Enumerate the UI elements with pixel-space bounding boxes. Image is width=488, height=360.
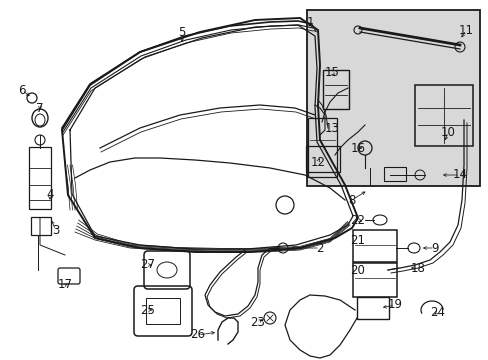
Text: 25: 25 xyxy=(140,303,155,316)
Text: 4: 4 xyxy=(46,189,54,202)
Text: 11: 11 xyxy=(458,23,472,36)
Text: 7: 7 xyxy=(36,102,43,114)
Text: 16: 16 xyxy=(350,141,365,154)
Text: 9: 9 xyxy=(430,242,438,255)
Text: 20: 20 xyxy=(350,264,365,276)
Text: 22: 22 xyxy=(350,213,365,226)
Text: 14: 14 xyxy=(451,168,467,181)
Text: 21: 21 xyxy=(350,234,365,247)
Bar xyxy=(306,10,479,186)
Text: 2: 2 xyxy=(316,242,323,255)
Text: 8: 8 xyxy=(347,194,355,207)
Text: 10: 10 xyxy=(440,126,454,139)
Text: 12: 12 xyxy=(310,156,325,168)
Text: 27: 27 xyxy=(140,258,155,271)
Text: 3: 3 xyxy=(52,224,60,237)
Text: 13: 13 xyxy=(324,122,339,135)
Text: 1: 1 xyxy=(305,15,313,28)
Text: 19: 19 xyxy=(386,298,402,311)
Text: 5: 5 xyxy=(178,27,185,40)
Text: 15: 15 xyxy=(324,66,339,78)
Text: 24: 24 xyxy=(429,306,445,319)
Text: 23: 23 xyxy=(250,315,265,328)
Text: 6: 6 xyxy=(18,84,26,96)
Text: 26: 26 xyxy=(190,328,205,342)
Text: 17: 17 xyxy=(58,279,72,292)
Text: 18: 18 xyxy=(410,261,425,274)
